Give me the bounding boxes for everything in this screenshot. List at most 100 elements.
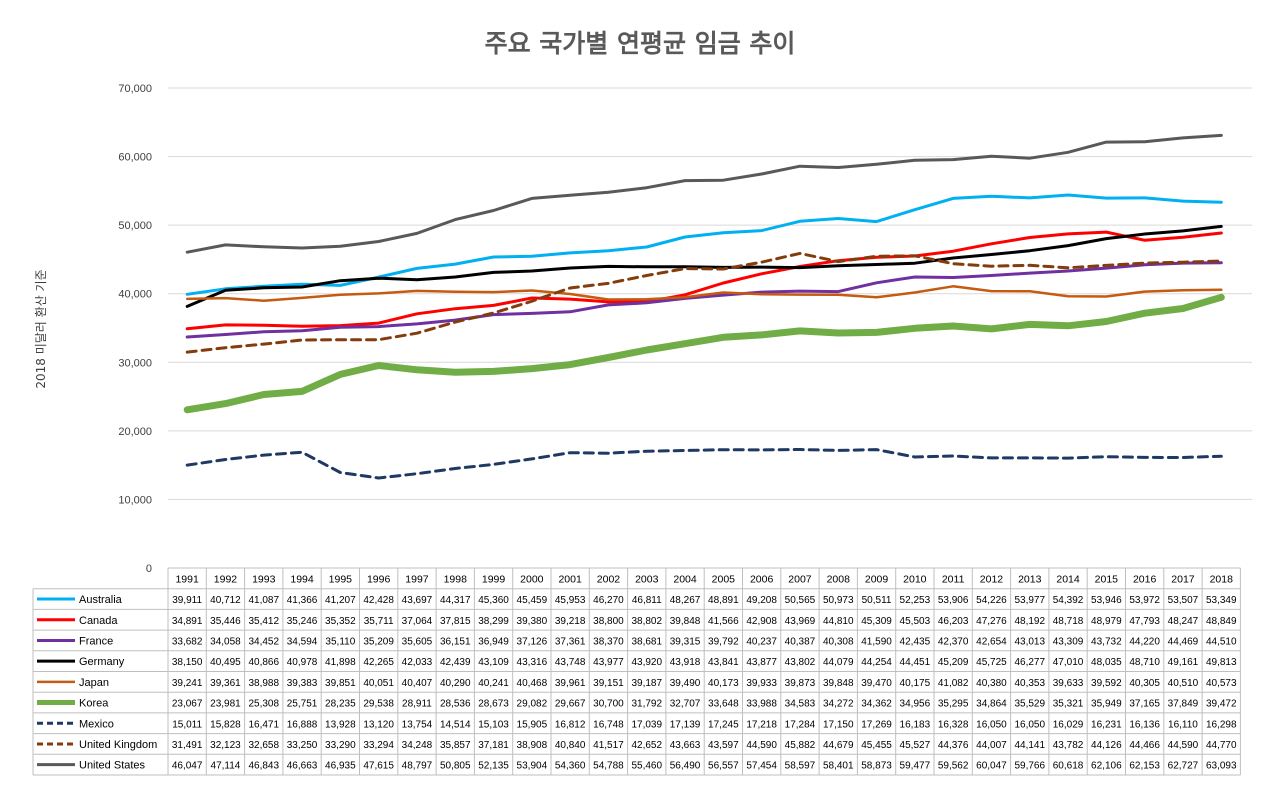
data-label: 16,328 — [938, 719, 969, 730]
data-label: 62,106 — [1091, 761, 1122, 772]
series-name: Mexico — [79, 718, 114, 730]
data-label: 15,103 — [478, 719, 509, 730]
x-tick-label: 1993 — [252, 573, 276, 585]
x-tick-label: 2001 — [558, 573, 582, 585]
data-label: 40,510 — [1168, 678, 1199, 689]
data-label: 34,248 — [402, 740, 433, 751]
data-label: 54,392 — [1053, 595, 1084, 606]
data-label: 44,590 — [1168, 740, 1199, 751]
data-label: 44,770 — [1206, 740, 1237, 751]
data-label: 35,295 — [938, 699, 969, 710]
data-label: 58,401 — [823, 761, 854, 772]
data-label: 48,797 — [402, 761, 433, 772]
data-label: 13,928 — [325, 719, 356, 730]
data-label: 41,590 — [861, 636, 892, 647]
data-label: 41,082 — [938, 678, 969, 689]
x-tick-label: 2006 — [750, 573, 774, 585]
y-tick-label: 50,000 — [118, 220, 152, 232]
data-label: 38,988 — [248, 678, 279, 689]
data-label: 13,120 — [363, 719, 394, 730]
x-tick-label: 2009 — [865, 573, 889, 585]
data-label: 39,380 — [517, 616, 548, 627]
data-label: 42,652 — [631, 740, 662, 751]
data-label: 49,813 — [1206, 657, 1237, 668]
data-label: 39,848 — [670, 616, 701, 627]
data-label: 40,305 — [1129, 678, 1160, 689]
data-label: 40,387 — [785, 636, 816, 647]
data-label: 34,594 — [287, 636, 318, 647]
data-label: 54,360 — [555, 761, 586, 772]
data-label: 46,843 — [248, 761, 279, 772]
data-label: 62,153 — [1129, 761, 1160, 772]
data-label: 44,220 — [1129, 636, 1160, 647]
data-label: 48,710 — [1129, 657, 1160, 668]
data-label: 40,573 — [1206, 678, 1237, 689]
data-label: 43,977 — [593, 657, 624, 668]
data-label: 50,973 — [823, 595, 854, 606]
data-label: 40,978 — [287, 657, 318, 668]
data-label: 34,583 — [785, 699, 816, 710]
data-label: 13,754 — [402, 719, 433, 730]
data-label: 42,435 — [900, 636, 931, 647]
data-label: 45,209 — [938, 657, 969, 668]
data-label: 45,459 — [517, 595, 548, 606]
data-label: 42,908 — [746, 616, 777, 627]
data-label: 32,707 — [670, 699, 701, 710]
data-label: 35,711 — [364, 616, 394, 627]
data-label: 16,471 — [248, 719, 279, 730]
data-label: 43,309 — [1053, 636, 1084, 647]
data-label: 34,058 — [210, 636, 241, 647]
data-label: 48,192 — [1014, 616, 1045, 627]
data-label: 44,317 — [440, 595, 471, 606]
data-label: 53,946 — [1091, 595, 1122, 606]
data-label: 53,507 — [1168, 595, 1199, 606]
data-label: 16,183 — [900, 719, 931, 730]
data-label: 47,615 — [363, 761, 394, 772]
data-label: 41,366 — [287, 595, 318, 606]
data-label: 46,047 — [172, 761, 203, 772]
series-line — [185, 261, 1223, 339]
y-tick-label: 40,000 — [118, 289, 152, 301]
data-label: 37,815 — [440, 616, 471, 627]
data-label: 43,920 — [631, 657, 662, 668]
data-label: 44,079 — [823, 657, 854, 668]
data-label: 38,800 — [593, 616, 624, 627]
data-label: 35,209 — [363, 636, 394, 647]
data-label: 39,472 — [1206, 699, 1237, 710]
data-label: 35,110 — [325, 636, 355, 647]
data-label: 40,495 — [210, 657, 241, 668]
data-label: 45,527 — [900, 740, 931, 751]
data-label: 39,851 — [325, 678, 356, 689]
data-label: 25,751 — [287, 699, 318, 710]
data-label: 30,700 — [593, 699, 624, 710]
data-label: 23,067 — [172, 699, 203, 710]
data-label: 34,362 — [861, 699, 892, 710]
x-tick-label: 2008 — [827, 573, 851, 585]
data-label: 35,412 — [248, 616, 279, 627]
data-label: 33,250 — [287, 740, 318, 751]
data-label: 43,663 — [670, 740, 701, 751]
data-label: 50,805 — [440, 761, 471, 772]
data-label: 49,161 — [1168, 657, 1199, 668]
data-label: 44,451 — [900, 657, 931, 668]
x-tick-label: 1991 — [175, 573, 199, 585]
data-label: 46,663 — [287, 761, 318, 772]
x-tick-label: 2016 — [1133, 573, 1157, 585]
series-line — [185, 285, 1223, 302]
data-label: 44,126 — [1091, 740, 1122, 751]
x-tick-label: 2007 — [788, 573, 812, 585]
data-label: 42,370 — [938, 636, 969, 647]
data-label: 53,349 — [1206, 595, 1237, 606]
y-axis-label: 2018 미달러 환산 기준 — [34, 269, 48, 388]
x-tick-label: 2002 — [597, 573, 621, 585]
data-label: 16,110 — [1168, 719, 1198, 730]
x-tick-label: 2004 — [673, 573, 697, 585]
data-label: 46,203 — [938, 616, 969, 627]
data-label: 52,253 — [900, 595, 931, 606]
data-label: 39,470 — [861, 678, 892, 689]
data-label: 34,956 — [900, 699, 931, 710]
data-label: 43,782 — [1053, 740, 1084, 751]
data-label: 43,969 — [785, 616, 816, 627]
data-label: 28,235 — [325, 699, 356, 710]
data-label: 28,536 — [440, 699, 471, 710]
